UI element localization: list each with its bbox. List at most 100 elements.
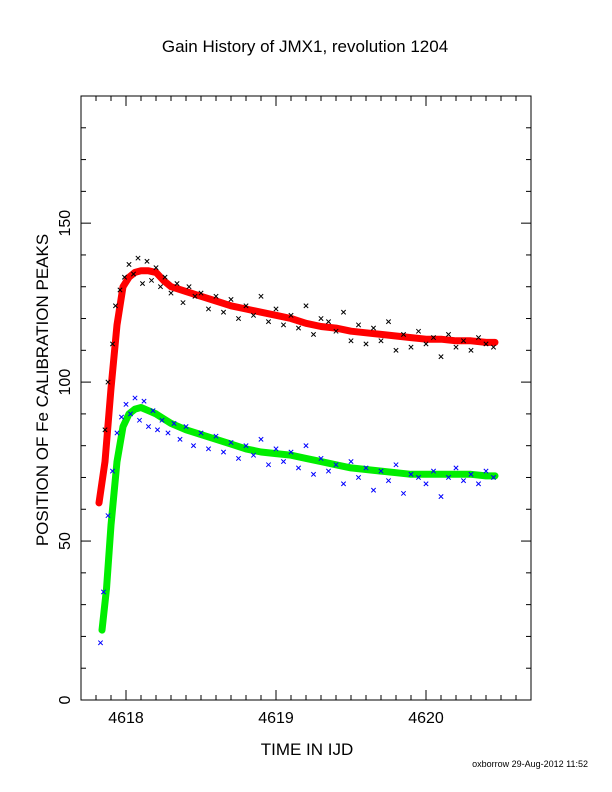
y-tick-label: 50 <box>57 532 74 550</box>
upper-points-point <box>430 335 437 341</box>
upper-points-point <box>370 325 377 331</box>
upper-fit-point <box>168 283 174 290</box>
upper-points-point <box>162 274 168 280</box>
upper-points-point <box>192 293 198 299</box>
upper-fit-point <box>288 315 294 322</box>
upper-points-point <box>475 335 482 341</box>
x-tick-label: 4618 <box>108 710 144 727</box>
upper-points-point <box>288 312 294 318</box>
upper-fit-point <box>273 312 279 319</box>
upper-fit-point <box>438 336 444 343</box>
upper-fit-point <box>408 334 414 341</box>
lower-fit-point <box>288 452 294 459</box>
upper-points-point <box>250 312 257 318</box>
upper-fit-point <box>102 458 108 465</box>
lower-points-point <box>220 449 227 455</box>
lower-fit-point <box>145 407 152 414</box>
lower-points-point <box>415 474 422 481</box>
y-axis-label: POSITION OF Fe CALIBRATION PEAKS <box>33 234 52 546</box>
upper-points-point <box>135 255 141 261</box>
upper-points-point <box>139 281 146 287</box>
lower-points-point <box>378 468 384 474</box>
y-tick-label: 100 <box>57 369 74 396</box>
upper-fit-point <box>453 337 459 344</box>
upper-points-point <box>198 290 204 296</box>
upper-fit-point <box>114 321 120 328</box>
lower-points-point <box>243 443 249 449</box>
upper-points-point <box>205 306 212 312</box>
lower-points-point <box>165 430 171 436</box>
lower-fit-point <box>213 436 219 443</box>
lower-points-point <box>159 417 165 423</box>
upper-fit-point <box>96 499 102 506</box>
upper-points-point <box>468 347 474 353</box>
upper-points-point <box>220 309 227 315</box>
lower-points-point <box>370 487 377 493</box>
upper-points-point <box>423 341 429 347</box>
upper-points-point <box>148 277 155 283</box>
lower-points-point <box>114 430 120 436</box>
lower-points-point <box>190 443 197 449</box>
upper-points-point <box>228 296 234 303</box>
upper-points-point <box>180 300 186 306</box>
x-tick-label: 4620 <box>408 710 444 727</box>
lower-fit-point <box>153 410 159 417</box>
lower-points-point <box>288 449 294 455</box>
lower-fit-point <box>120 423 126 430</box>
lower-points-point <box>100 589 107 595</box>
lower-points-point <box>490 474 497 481</box>
lower-fit-point <box>318 458 324 465</box>
lower-points-point <box>141 398 147 404</box>
upper-fit-point <box>198 293 204 300</box>
upper-points-point <box>213 293 219 299</box>
lower-points-point <box>408 471 414 477</box>
lower-fit-point <box>168 420 174 427</box>
lower-points-point <box>325 468 332 474</box>
lower-points-point <box>483 468 489 474</box>
lower-fit-point <box>483 472 489 479</box>
y-tick-label: 150 <box>57 210 74 237</box>
x-axis-label: TIME IN IJD <box>261 740 354 759</box>
lower-points-point <box>273 446 279 452</box>
upper-fit-point <box>126 274 132 281</box>
lower-fit-point <box>99 627 105 634</box>
upper-points-point <box>303 303 309 309</box>
upper-fit-point <box>153 269 159 276</box>
upper-fit-line <box>95 267 499 507</box>
upper-points-point <box>157 284 164 290</box>
lower-points-point <box>280 459 287 465</box>
lower-points-point <box>333 462 339 468</box>
lower-points-point <box>235 455 242 461</box>
lower-fit-point <box>423 471 429 478</box>
upper-fit-point <box>145 267 152 274</box>
upper-fit-point <box>348 328 354 335</box>
lower-points-point <box>348 459 354 465</box>
lower-points-point <box>258 436 264 442</box>
upper-points-point <box>355 322 362 328</box>
upper-points-point <box>378 338 384 344</box>
upper-fit-point <box>228 302 234 309</box>
lower-fit-point <box>183 426 189 433</box>
lower-points-point <box>205 446 212 452</box>
lower-points-point <box>154 427 161 433</box>
upper-points-point <box>483 341 489 347</box>
lower-points-point <box>303 443 309 449</box>
upper-points-point <box>117 287 123 293</box>
lower-fit-point <box>108 522 114 529</box>
upper-fit-point <box>492 339 498 346</box>
upper-points-point <box>400 331 407 337</box>
lower-fit-point <box>453 471 459 478</box>
lower-points-point <box>468 471 474 477</box>
upper-points-point <box>153 265 159 271</box>
upper-fit-point <box>333 325 339 332</box>
x-axis-ticks: 4618 4619 4620 <box>95 96 532 727</box>
upper-fit-point <box>378 331 384 338</box>
lower-fit-point <box>132 406 138 413</box>
upper-points-point <box>453 344 459 350</box>
upper-points-point <box>235 315 242 322</box>
lower-points-point <box>213 433 219 439</box>
upper-points-point <box>174 281 180 287</box>
lower-points-point <box>438 493 444 500</box>
upper-fit-point <box>183 288 189 295</box>
lower-points-point <box>453 465 459 471</box>
